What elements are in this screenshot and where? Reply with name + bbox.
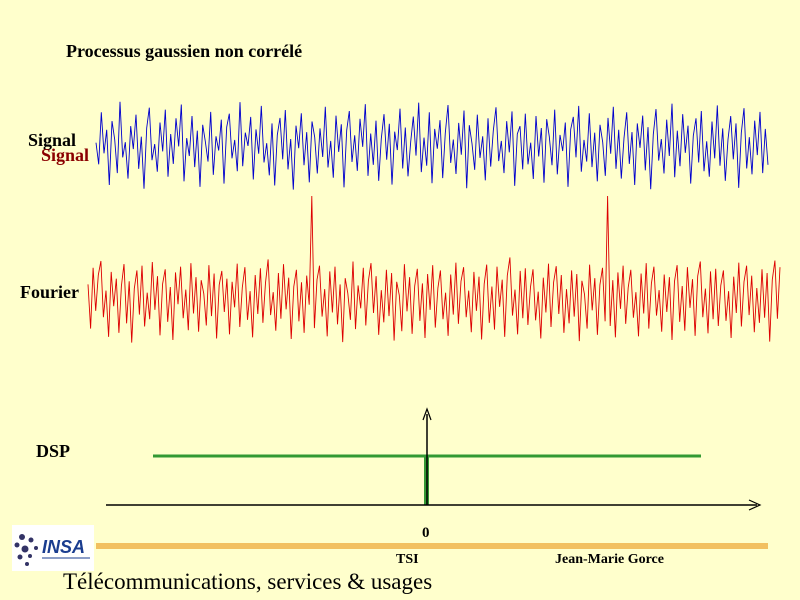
signal-plot [95,101,769,190]
chart-title: Processus gaussien non corrélé [66,41,303,61]
dsp-x-tick-zero: 0 [422,525,430,541]
signal-trace [95,101,769,190]
dsp-plot [106,407,762,511]
fourier-label: Fourier [20,282,79,302]
signal-label: Signal [28,130,77,150]
footer-left-text: TSI [396,552,419,567]
dsp-x-arrow [748,499,762,511]
footer-bar [96,543,768,549]
svg-text:INSA: INSA [42,537,85,557]
dsp-label: DSP [36,441,71,461]
footer-course: Télécommunications, services & usages [63,569,433,594]
fourier-plot [87,195,781,343]
insa-logo: INSA [12,525,94,571]
footer-author: Jean-Marie Gorce [555,552,664,567]
signal-label-overlay: Signal [41,145,90,165]
fourier-trace [87,195,781,343]
dsp-y-arrow [422,407,432,421]
